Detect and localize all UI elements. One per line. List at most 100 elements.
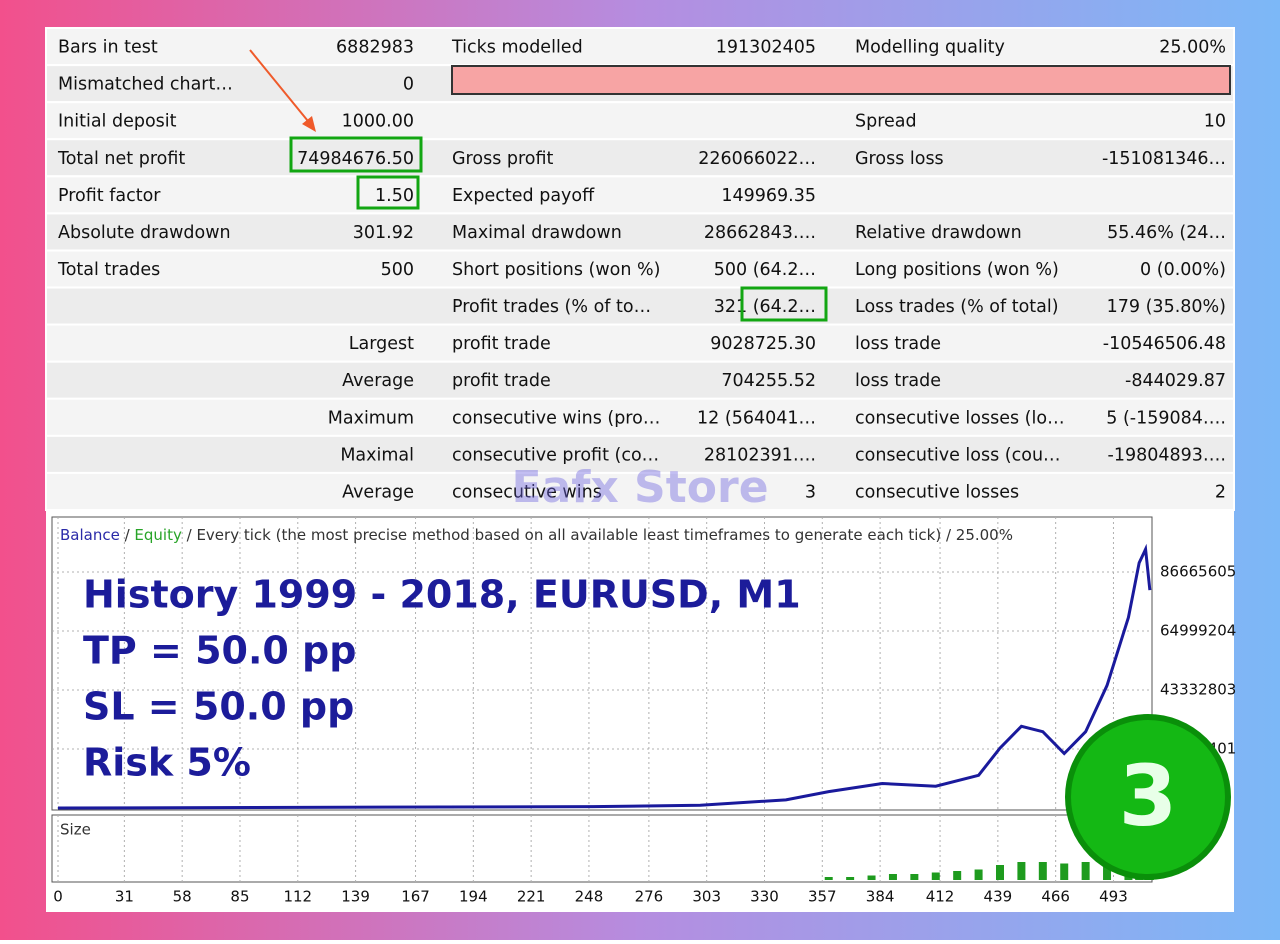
size-label: Size (60, 821, 91, 839)
table-cell: consecutive profit (co… (452, 445, 659, 465)
header-part: / (120, 526, 135, 544)
size-bar (1017, 862, 1026, 880)
badge-number: 3 (1119, 747, 1177, 845)
table-cell: 191302405 (716, 38, 816, 58)
table-cell: -844029.87 (1125, 371, 1226, 391)
table-cell: 500 (381, 260, 414, 280)
table-cell: Largest (349, 334, 414, 354)
table-cell: loss trade (855, 371, 941, 391)
table-cell: consecutive losses (lo… (855, 408, 1065, 428)
table-cell: Loss trades (% of total) (855, 297, 1059, 317)
balance-line (57, 543, 1152, 810)
table-cell: consecutive losses (855, 482, 1019, 502)
x-tick-label: 493 (1099, 888, 1128, 906)
table-cell: 5 (-159084…. (1106, 408, 1226, 428)
highlight-box (356, 175, 420, 210)
y-tick-label: 43332803 (1160, 680, 1236, 698)
table-cell: Short positions (won %) (452, 260, 660, 280)
annotation: History 1999 - 2018, EURUSD, M1 (83, 573, 801, 617)
chart-header: Balance / Equity / Every tick (the most … (60, 526, 1013, 544)
table-cell: 149969.35 (721, 186, 816, 206)
table-cell: 74984676.50 (297, 149, 414, 169)
table-cell: Expected payoff (452, 186, 595, 206)
table-cell: Gross loss (855, 149, 944, 169)
table-row (45, 434, 1235, 474)
watermark: Eafx Store (511, 462, 768, 513)
x-tick-label: 167 (401, 888, 430, 906)
x-tick-label: 412 (926, 888, 955, 906)
table-cell: Bars in test (58, 38, 158, 58)
table-cell: Long positions (won %) (855, 260, 1059, 280)
table-cell: Spread (855, 112, 917, 132)
highlight-box (289, 136, 423, 173)
table-cell: Mismatched chart… (58, 75, 233, 95)
y-tick-label: 64999204 (1160, 621, 1236, 639)
size-bar (1103, 859, 1112, 880)
badge (1065, 714, 1231, 880)
table-cell: 0 (0.00%) (1140, 260, 1226, 280)
table-cell: -10546506.48 (1103, 334, 1226, 354)
size-bar (846, 877, 855, 880)
annotation: Risk 5% (83, 741, 251, 785)
arrow (249, 49, 313, 127)
x-tick-label: 276 (635, 888, 664, 906)
table-cell: profit trade (452, 371, 551, 391)
table-row (45, 212, 1235, 252)
table-cell: Maximum (328, 408, 414, 428)
table-cell: 1000.00 (342, 112, 414, 132)
table-cell: -19804893…. (1108, 445, 1226, 465)
table-cell: -151081346… (1102, 149, 1226, 169)
x-tick-label: 0 (53, 888, 63, 906)
table-cell: Total trades (57, 260, 160, 280)
table-cell: 55.46% (24… (1107, 223, 1226, 243)
x-tick-label: 384 (866, 888, 895, 906)
header-part: Equity (134, 526, 182, 544)
table-cell: Ticks modelled (451, 38, 583, 58)
table-row (45, 249, 1235, 289)
header-part: Balance (60, 526, 120, 544)
x-tick-label: 248 (575, 888, 604, 906)
table-row (45, 138, 1235, 178)
table-cell: 321 (64.2… (714, 297, 816, 317)
table-cell: 25.00% (1159, 38, 1226, 58)
table-cell: 6882983 (336, 38, 414, 58)
table-cell: 28662843…. (704, 223, 816, 243)
balance-chart: 2166640143332803649992048666560503158851… (51, 516, 1236, 906)
size-frame (51, 814, 1153, 883)
size-bar (931, 872, 940, 880)
size-bar (1081, 862, 1090, 880)
table-cell: Modelling quality (855, 38, 1005, 58)
table-cell: 0 (403, 75, 414, 95)
table-cell: 3 (805, 482, 816, 502)
table-row (45, 175, 1235, 215)
table-cell: Average (342, 371, 414, 391)
table-cell: Relative drawdown (855, 223, 1022, 243)
size-bar (1060, 863, 1069, 880)
table-cell: 1.50 (375, 186, 414, 206)
table-row (45, 397, 1235, 437)
x-tick-label: 85 (230, 888, 249, 906)
annotation: SL = 50.0 pp (83, 685, 354, 729)
table-row (45, 27, 1235, 67)
size-bar (888, 874, 897, 880)
table-cell: Initial deposit (58, 112, 177, 132)
x-tick-label: 139 (341, 888, 370, 906)
table-cell: Maximal (340, 445, 414, 465)
table-cell: Gross profit (452, 149, 554, 169)
table-cell: 301.92 (353, 223, 414, 243)
x-tick-label: 194 (459, 888, 488, 906)
table-cell: 9028725.30 (710, 334, 816, 354)
size-bar (824, 877, 833, 880)
plot-frame (51, 516, 1153, 811)
arrow-head (302, 116, 316, 132)
header-part: / Every tick (the most precise method ba… (182, 526, 1013, 544)
size-bar (974, 869, 983, 880)
table-cell: Maximal drawdown (452, 223, 622, 243)
x-tick-label: 112 (283, 888, 312, 906)
table-row (45, 471, 1235, 511)
size-bar (953, 871, 962, 880)
table-cell: 2 (1215, 482, 1226, 502)
report-table: Bars in test 6882983 Ticks modelled 1913024… (45, 27, 1235, 511)
